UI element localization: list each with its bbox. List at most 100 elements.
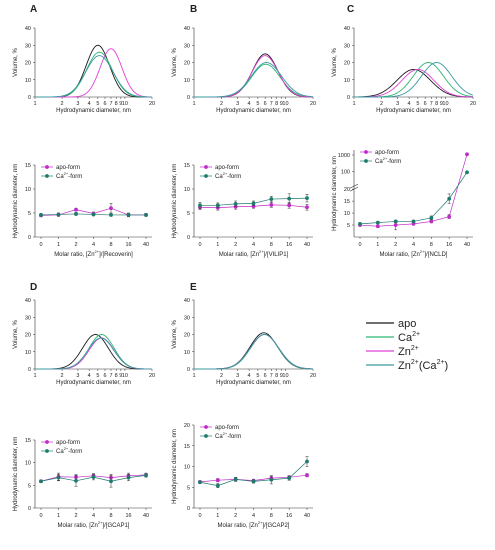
x-tick-label: 7 (109, 101, 112, 107)
data-point-ca_form (287, 196, 292, 201)
y-tick-label: 20 (184, 61, 190, 67)
y-tick-label: 20 (344, 187, 350, 193)
data-point-ca_form (198, 480, 202, 485)
legend-marker (364, 159, 368, 163)
legend-label-znca: Zn2+(Ca2+) (398, 359, 448, 372)
x-tick-label: 4 (92, 513, 95, 519)
data-point-apo_form (109, 206, 113, 211)
panel-letter: C (347, 4, 354, 15)
y-tick-label: 40 (184, 298, 190, 304)
x-tick-label: 1 (33, 373, 36, 379)
x-tick-label: 2 (220, 373, 223, 379)
x-tick-label: 10 (282, 101, 288, 107)
x-tick-label: 3 (396, 101, 399, 107)
data-point-ca_form (375, 220, 380, 225)
y-tick-label: 20 (25, 61, 31, 67)
x-tick-label: 1 (216, 513, 219, 519)
data-point-ca_form (215, 483, 220, 488)
x-tick-label: 1 (216, 242, 219, 248)
x-axis-label: Molar ratio, [Zn2+]/[GCAP2] (218, 520, 290, 529)
legend-marker (45, 440, 49, 444)
y-tick-label: 10 (25, 78, 31, 84)
series-line-znca (354, 62, 474, 98)
x-tick-label: 10 (442, 101, 448, 107)
legend-marker (204, 174, 208, 178)
data-point-ca_form (269, 197, 274, 201)
x-tick-label: 8 (435, 101, 438, 107)
legend-marker (45, 165, 49, 169)
y-axis-label: Hydrodynamic diameter, nm (332, 156, 338, 231)
series-line-apo (194, 53, 314, 98)
x-axis-label: Molar ratio, [Zn2+]/[GCAP1] (58, 520, 130, 529)
data-point-apo_form (215, 478, 220, 483)
x-tick-label: 2 (61, 373, 64, 379)
data-point-ca_form (447, 196, 452, 201)
y-tick-label: 100 (341, 170, 350, 176)
legend-label-apo-form: apo-form (56, 165, 80, 171)
data-point-ca_form (126, 475, 131, 480)
x-tick-label: 16 (286, 242, 292, 248)
legend-marker (204, 434, 208, 438)
y-tick-label: 40 (344, 26, 350, 32)
legend-label-apo: apo (398, 318, 416, 330)
y-tick-label: 10 (184, 78, 190, 84)
x-tick-label: 10 (122, 101, 128, 107)
x-tick-label: 2 (61, 101, 64, 107)
x-tick-label: 20 (470, 101, 476, 107)
y-tick-label: 40 (25, 26, 31, 32)
panel-letter: D (30, 282, 37, 293)
legend-label-apo-form: apo-form (215, 165, 239, 171)
y-tick-label: 10 (25, 461, 31, 467)
series-line-apo (194, 332, 314, 370)
x-tick-label: 4 (248, 101, 251, 107)
y-tick-label: 0 (28, 235, 31, 241)
y-tick-label: 5 (28, 483, 31, 489)
data-point-ca_form (465, 170, 469, 175)
x-tick-label: 1 (33, 101, 36, 107)
x-tick-label: 16 (286, 513, 292, 519)
data-point-ca_form (39, 479, 43, 484)
legend-label-zn: Zn2+ (398, 345, 419, 358)
x-tick-label: 4 (248, 373, 251, 379)
series-line-apo (353, 68, 474, 98)
y-tick-label: 15 (25, 163, 31, 169)
legend-label-ca-form: Ca2+-form (375, 156, 401, 165)
x-axis-label: Hydrodynamic diameter, nm (216, 108, 291, 114)
x-tick-label: 2 (234, 242, 237, 248)
x-tick-label: 4 (412, 242, 415, 248)
data-point-ca_form (251, 201, 256, 206)
data-point-ca_form (358, 221, 362, 226)
legend-label-ca-form: Ca2+-form (56, 171, 82, 180)
data-point-apo_form (375, 224, 380, 229)
data-point-apo_form (305, 205, 309, 210)
panel-letter: A (30, 4, 37, 15)
x-axis-label: Molar ratio, [Zn2+]/[NCLD] (380, 249, 448, 258)
data-point-ca_form (233, 477, 238, 482)
y-tick-label: 20 (25, 333, 31, 339)
x-tick-label: 8 (275, 373, 278, 379)
x-tick-label: 40 (304, 242, 310, 248)
legend-label-ca-form: Ca2+-form (56, 446, 82, 455)
x-tick-label: 4 (252, 513, 255, 519)
y-tick-label: 40 (184, 26, 190, 32)
x-tick-label: 0 (358, 242, 361, 248)
y-tick-label: 10 (25, 350, 31, 356)
y-tick-label: 40 (25, 298, 31, 304)
data-point-ca_form (393, 219, 398, 224)
x-tick-label: 2 (74, 513, 77, 519)
x-tick-label: 6 (103, 101, 106, 107)
y-tick-label: 30 (25, 315, 31, 321)
x-tick-label: 2 (394, 242, 397, 248)
x-tick-label: 7 (270, 373, 273, 379)
data-point-apo_form (74, 207, 78, 212)
y-axis-label: Hydrodynamic diameter, nm (172, 429, 178, 504)
x-tick-label: 8 (109, 242, 112, 248)
x-tick-label: 1 (192, 101, 195, 107)
data-point-ca_form (74, 478, 78, 483)
panel-letter: E (190, 282, 197, 293)
y-tick-label: 30 (184, 315, 190, 321)
y-axis-label: Volume, % (172, 47, 178, 76)
data-point-apo_form (447, 214, 452, 219)
